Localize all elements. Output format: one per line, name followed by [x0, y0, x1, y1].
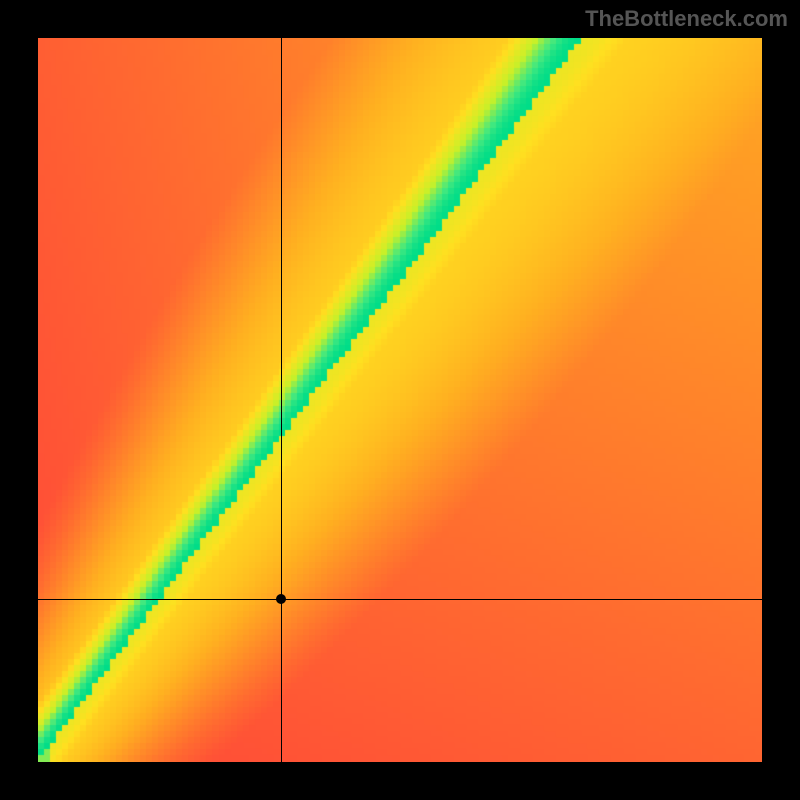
- chart-container: TheBottleneck.com: [0, 0, 800, 800]
- crosshair-vertical-line: [281, 38, 282, 762]
- crosshair-horizontal-line: [38, 599, 762, 600]
- watermark-text: TheBottleneck.com: [585, 6, 788, 32]
- bottleneck-heatmap: [38, 38, 762, 762]
- crosshair-marker-dot: [276, 594, 286, 604]
